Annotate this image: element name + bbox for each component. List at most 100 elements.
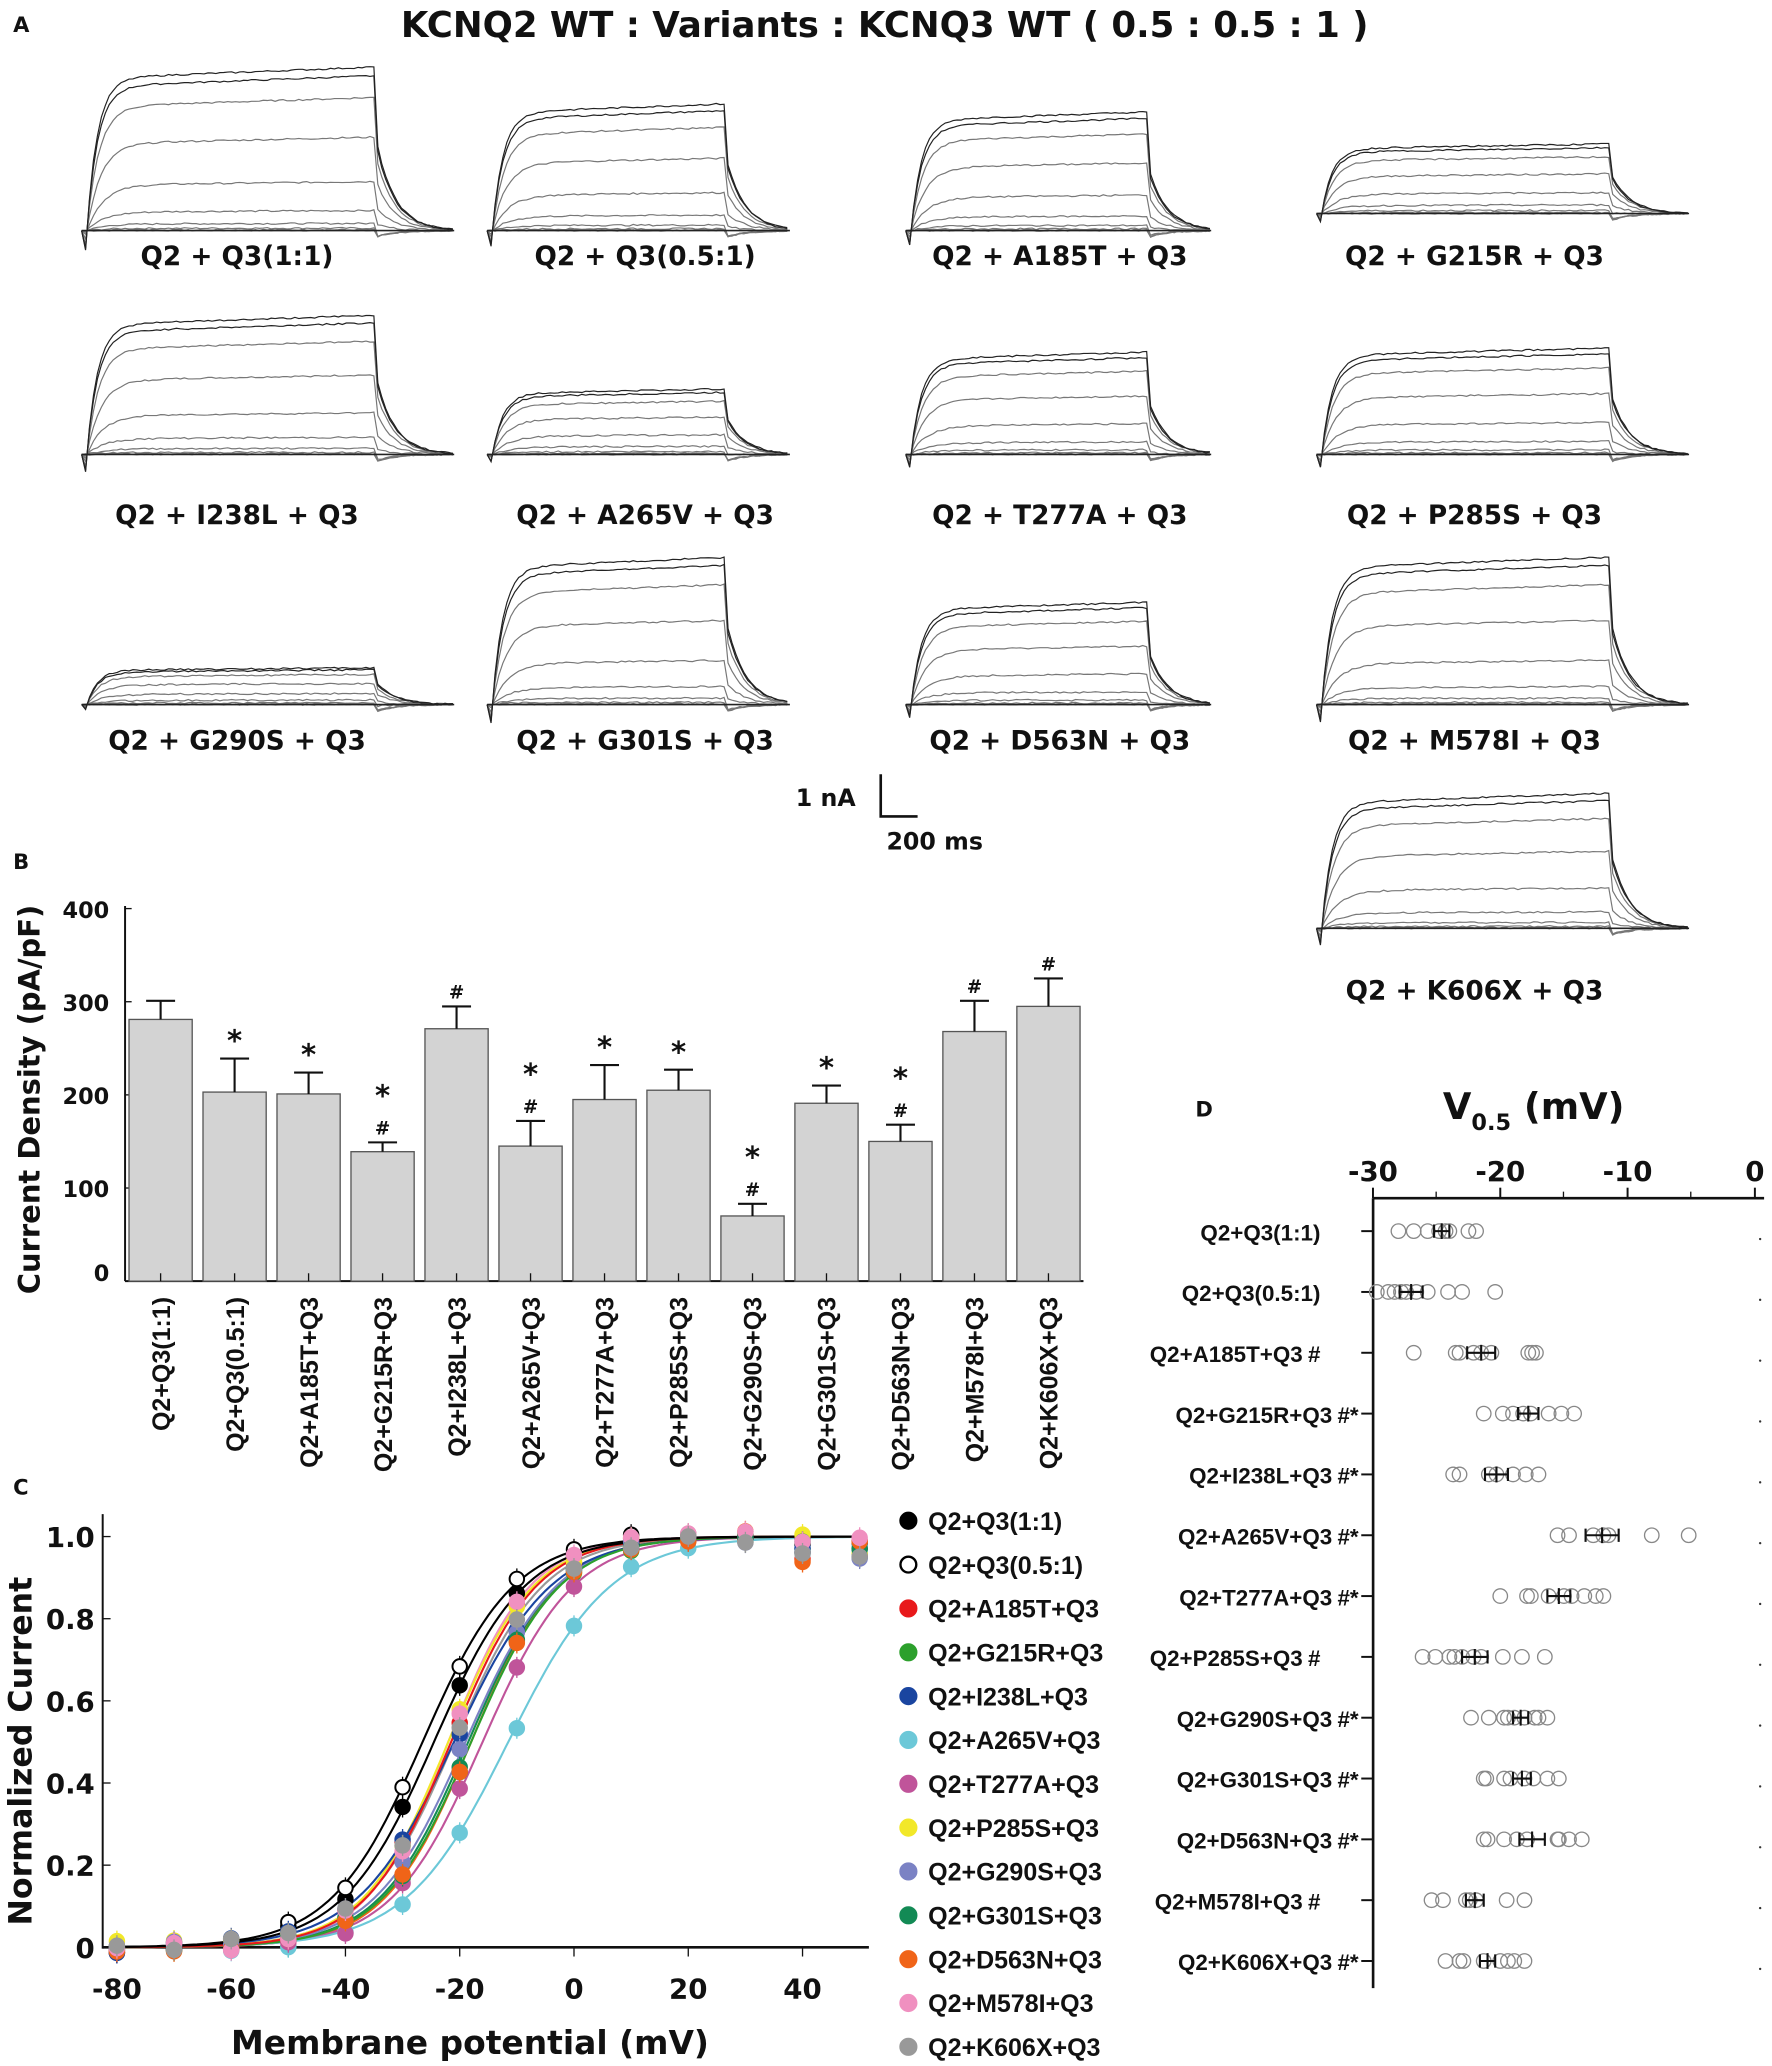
current-trace xyxy=(487,213,788,232)
data-point xyxy=(222,1930,240,1948)
b-ytick-label: 0 xyxy=(94,1261,110,1287)
bar xyxy=(1016,1005,1081,1282)
individual-point xyxy=(1460,1223,1477,1240)
hash-mark: # xyxy=(523,1097,538,1118)
d-edge-dot xyxy=(1758,1359,1762,1362)
individual-point xyxy=(1549,1527,1566,1544)
c-ytick-label: 0 xyxy=(76,1932,95,1965)
current-trace xyxy=(1315,849,1688,938)
d-row-label: Q2+I238L+Q3 #* xyxy=(1189,1464,1359,1489)
current-trace xyxy=(905,620,1210,716)
current-trace xyxy=(905,395,1210,462)
data-point xyxy=(108,1937,126,1954)
c-xtick-label: -60 xyxy=(206,1973,256,2006)
star-mark: * xyxy=(301,1038,316,1072)
legend-label: Q2+P285S+Q3 xyxy=(928,1815,1099,1843)
current-trace xyxy=(486,556,788,724)
current-trace xyxy=(486,126,788,244)
panel-c-activation-curves: Normalized Current Membrane potential (m… xyxy=(4,1508,1104,2062)
current-trace xyxy=(1316,392,1688,462)
legend-label: Q2+Q3(0.5:1) xyxy=(928,1552,1083,1580)
legend-marker xyxy=(899,1687,918,1706)
legend-marker xyxy=(899,1643,918,1662)
individual-point xyxy=(1390,1223,1407,1240)
star-mark: * xyxy=(523,1057,538,1091)
current-trace xyxy=(486,223,788,237)
b-ytick-label: 400 xyxy=(63,898,110,924)
data-point xyxy=(451,1741,468,1758)
legend-marker xyxy=(899,2037,918,2056)
data-point xyxy=(394,1837,411,1854)
trace-label: Q2 + I238L + Q3 xyxy=(115,501,359,531)
individual-point xyxy=(1524,1344,1541,1361)
current-trace xyxy=(486,191,788,236)
individual-point xyxy=(1435,1892,1451,1909)
legend-label: Q2+A185T+Q3 xyxy=(928,1596,1099,1624)
individual-point xyxy=(1419,1223,1436,1240)
individual-point xyxy=(1549,1831,1566,1848)
current-trace xyxy=(81,340,453,467)
error-bar xyxy=(220,1057,250,1093)
error-bar xyxy=(812,1084,841,1104)
trace-panel xyxy=(1315,556,1690,723)
star-mark: * xyxy=(375,1079,390,1113)
d-significance: #* xyxy=(1337,1707,1358,1732)
legend-marker xyxy=(899,1993,918,2013)
current-trace xyxy=(1315,564,1688,721)
trace-panel xyxy=(1315,347,1690,468)
star-mark: * xyxy=(671,1035,686,1069)
d-row-label: Q2+D563N+Q3 #* xyxy=(1177,1829,1359,1854)
individual-point xyxy=(1447,1344,1464,1361)
current-trace xyxy=(1316,887,1688,933)
fit-curve xyxy=(116,1535,860,1949)
current-trace xyxy=(1316,659,1688,709)
trace-panel xyxy=(1315,142,1690,224)
data-point xyxy=(165,1941,183,1959)
d-xtick-label: -30 xyxy=(1348,1155,1398,1188)
fit-curve xyxy=(116,1535,860,1949)
current-trace xyxy=(1316,209,1688,219)
d-row-name: Q2+M578I+Q3 xyxy=(1155,1889,1303,1914)
c-ytick-label: 1.0 xyxy=(46,1521,95,1554)
fit-curve xyxy=(116,1535,860,1949)
c-ytick-label: 0.2 xyxy=(46,1850,95,1883)
trace-panel xyxy=(81,66,455,251)
panel-letter-b: B xyxy=(13,849,29,874)
d-row-name: Q2+A265V+Q3 xyxy=(1178,1524,1332,1549)
individual-point xyxy=(1595,1588,1612,1604)
current-trace xyxy=(486,685,788,706)
individual-point xyxy=(1478,1770,1495,1787)
current-trace xyxy=(905,601,1210,718)
panel-b-bar-chart: Current Density (pA/pF) 0 100 200 300 400 Q2+… xyxy=(12,898,1084,1472)
mean-sem-bar xyxy=(1464,1892,1485,1909)
individual-point xyxy=(1496,1770,1512,1787)
current-trace xyxy=(486,433,788,458)
individual-point xyxy=(1530,1709,1547,1726)
fit-curve xyxy=(116,1535,860,1949)
current-trace xyxy=(905,691,1210,707)
data-point xyxy=(451,1763,468,1781)
data-point xyxy=(737,1534,754,1551)
d-significance: #* xyxy=(1337,1829,1358,1854)
data-point xyxy=(508,1611,526,1628)
mean-sem-bar xyxy=(1466,1344,1497,1361)
star-mark: * xyxy=(227,1024,242,1058)
d-edge-dot xyxy=(1758,1724,1762,1727)
d-row-name: Q2+P285S+Q3 xyxy=(1150,1646,1303,1671)
trace-panel xyxy=(486,102,790,247)
d-significance: # xyxy=(1308,1646,1321,1671)
hash-mark: # xyxy=(375,1118,390,1139)
bar xyxy=(572,1098,637,1282)
c-xtick-label: 0 xyxy=(564,1973,583,2006)
current-trace xyxy=(81,66,453,251)
current-trace xyxy=(81,673,453,709)
current-trace xyxy=(1315,146,1688,224)
individual-point xyxy=(1437,1953,1454,1969)
mean-sem-bar xyxy=(1478,1953,1497,1969)
bar xyxy=(942,1030,1007,1282)
d-row-label: Q2+A185T+Q3 # xyxy=(1150,1342,1321,1367)
data-point xyxy=(680,1528,697,1545)
bar xyxy=(498,1145,563,1282)
d-significance: # xyxy=(1308,1342,1321,1367)
